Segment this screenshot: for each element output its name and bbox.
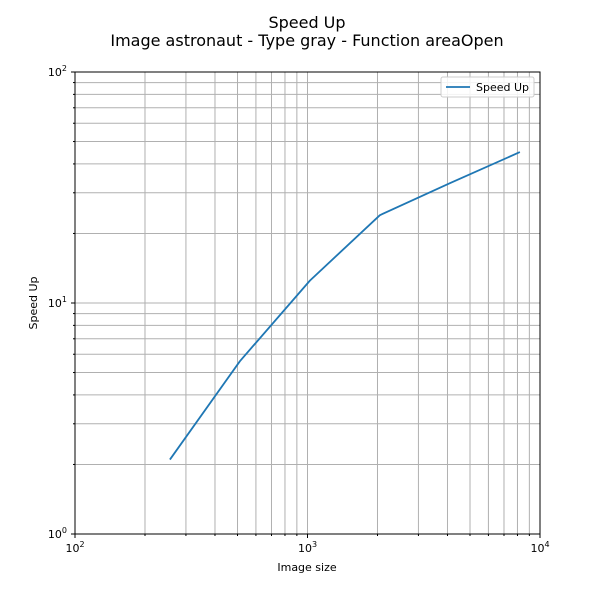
grid — [74, 71, 541, 535]
y-tick-label: 102 — [48, 64, 67, 79]
x-tick-label: 102 — [65, 540, 84, 555]
y-axis-label: Speed Up — [27, 276, 40, 329]
x-axis-label: Image size — [277, 561, 337, 574]
series-line-0 — [169, 151, 521, 461]
chart-subtitle: Image astronaut - Type gray - Function a… — [110, 31, 503, 50]
legend-label: Speed Up — [476, 81, 529, 94]
legend-box — [440, 76, 535, 98]
x-tick-label: 103 — [298, 540, 317, 555]
axis-ticks: 102 103 104 100 101 102 — [48, 64, 550, 555]
series — [169, 151, 521, 461]
y-tick-label: 100 — [48, 526, 67, 541]
y-tick-label: 101 — [48, 295, 67, 310]
x-tick-label: 104 — [530, 540, 549, 555]
legend: Speed Up — [440, 76, 535, 98]
chart-title: Speed Up — [268, 13, 345, 32]
